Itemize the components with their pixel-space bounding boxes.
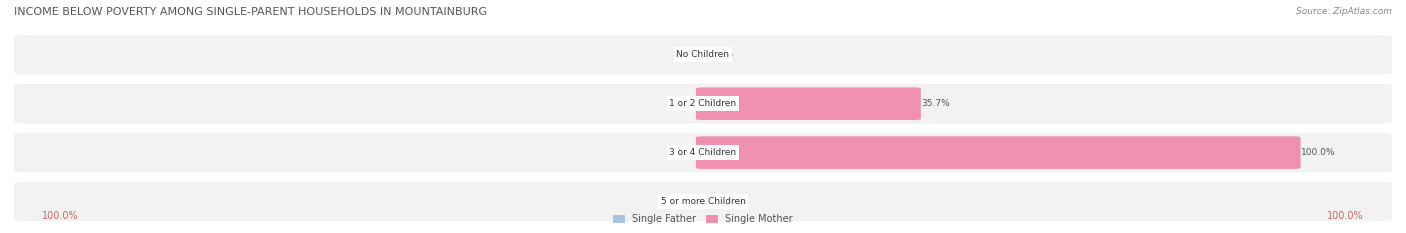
Text: 0.0%: 0.0% <box>673 148 696 157</box>
FancyBboxPatch shape <box>14 182 1392 221</box>
FancyBboxPatch shape <box>14 133 1392 172</box>
Text: No Children: No Children <box>676 50 730 59</box>
Text: 3 or 4 Children: 3 or 4 Children <box>669 148 737 157</box>
Legend: Single Father, Single Mother: Single Father, Single Mother <box>609 210 797 228</box>
FancyBboxPatch shape <box>14 84 1392 123</box>
Text: 100.0%: 100.0% <box>1327 211 1364 221</box>
FancyBboxPatch shape <box>696 136 1301 169</box>
Text: 0.0%: 0.0% <box>673 99 696 108</box>
Text: INCOME BELOW POVERTY AMONG SINGLE-PARENT HOUSEHOLDS IN MOUNTAINBURG: INCOME BELOW POVERTY AMONG SINGLE-PARENT… <box>14 7 488 17</box>
Text: 0.0%: 0.0% <box>673 50 696 59</box>
FancyBboxPatch shape <box>696 87 921 120</box>
Text: 5 or more Children: 5 or more Children <box>661 197 745 206</box>
Text: Source: ZipAtlas.com: Source: ZipAtlas.com <box>1296 7 1392 16</box>
FancyBboxPatch shape <box>14 35 1392 75</box>
Text: 35.7%: 35.7% <box>921 99 949 108</box>
Text: 1 or 2 Children: 1 or 2 Children <box>669 99 737 108</box>
Text: 100.0%: 100.0% <box>1301 148 1336 157</box>
Text: 0.0%: 0.0% <box>710 50 733 59</box>
Text: 0.0%: 0.0% <box>710 197 733 206</box>
Text: 100.0%: 100.0% <box>42 211 79 221</box>
Text: 0.0%: 0.0% <box>673 197 696 206</box>
